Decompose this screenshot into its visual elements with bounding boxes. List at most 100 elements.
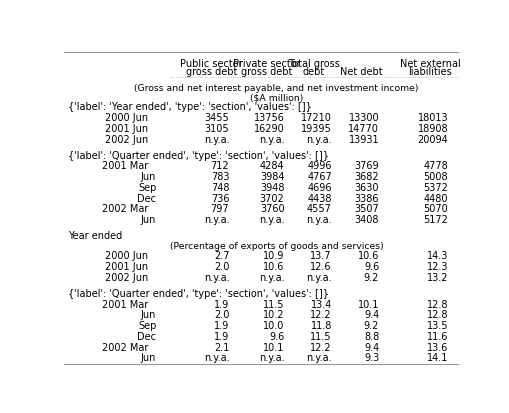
- Text: 712: 712: [211, 161, 229, 171]
- Text: 748: 748: [211, 183, 229, 192]
- Text: 3760: 3760: [260, 204, 285, 214]
- Text: 14.3: 14.3: [427, 251, 448, 261]
- Text: 14770: 14770: [348, 123, 379, 133]
- Text: 2002 Mar: 2002 Mar: [102, 204, 149, 214]
- Text: Public sector: Public sector: [180, 59, 243, 69]
- Text: 10.9: 10.9: [263, 251, 285, 261]
- Text: 10.2: 10.2: [263, 310, 285, 320]
- Text: 3630: 3630: [355, 183, 379, 192]
- Text: 16290: 16290: [254, 123, 285, 133]
- Text: 2001 Jun: 2001 Jun: [105, 123, 149, 133]
- Text: (Percentage of exports of goods and services): (Percentage of exports of goods and serv…: [170, 241, 383, 250]
- Text: 736: 736: [211, 193, 229, 203]
- Text: 4767: 4767: [307, 172, 332, 182]
- Text: 2001 Mar: 2001 Mar: [102, 161, 149, 171]
- Text: 11.6: 11.6: [427, 331, 448, 341]
- Text: gross debt: gross debt: [186, 67, 237, 77]
- Text: n.y.a.: n.y.a.: [306, 272, 332, 282]
- Text: 13.2: 13.2: [427, 272, 448, 282]
- Text: Net external: Net external: [400, 59, 461, 69]
- Text: 783: 783: [211, 172, 229, 182]
- Text: 13300: 13300: [349, 113, 379, 123]
- Text: 11.5: 11.5: [263, 299, 285, 309]
- Text: 4438: 4438: [307, 193, 332, 203]
- Text: 2002 Mar: 2002 Mar: [102, 342, 149, 352]
- Text: 9.4: 9.4: [364, 342, 379, 352]
- Text: 1.9: 1.9: [214, 331, 229, 341]
- Text: 2002 Jun: 2002 Jun: [105, 272, 149, 282]
- Text: 8.8: 8.8: [364, 331, 379, 341]
- Text: 10.1: 10.1: [263, 342, 285, 352]
- Text: n.y.a.: n.y.a.: [259, 134, 285, 144]
- Text: 13.6: 13.6: [427, 342, 448, 352]
- Text: Sep: Sep: [138, 320, 156, 330]
- Text: Jun: Jun: [141, 310, 156, 320]
- Text: 3507: 3507: [354, 204, 379, 214]
- Text: n.y.a.: n.y.a.: [306, 134, 332, 144]
- Text: 3984: 3984: [260, 172, 285, 182]
- Text: (Gross and net interest payable, and net investment income): (Gross and net interest payable, and net…: [134, 84, 419, 93]
- Text: n.y.a.: n.y.a.: [204, 352, 229, 363]
- Text: 2001 Mar: 2001 Mar: [102, 299, 149, 309]
- Text: 2000 Jun: 2000 Jun: [105, 251, 149, 261]
- Text: n.y.a.: n.y.a.: [306, 352, 332, 363]
- Text: 9.6: 9.6: [269, 331, 285, 341]
- Text: Year ended: Year ended: [68, 231, 122, 241]
- Text: 3769: 3769: [355, 161, 379, 171]
- Text: 5372: 5372: [423, 183, 448, 192]
- Text: 14.1: 14.1: [427, 352, 448, 363]
- Text: {'label': 'Quarter ended', 'type': 'section', 'values': []}: {'label': 'Quarter ended', 'type': 'sect…: [68, 150, 329, 160]
- Text: 13.5: 13.5: [427, 320, 448, 330]
- Text: Jun: Jun: [141, 352, 156, 363]
- Text: 18908: 18908: [417, 123, 448, 133]
- Text: 10.1: 10.1: [358, 299, 379, 309]
- Text: n.y.a.: n.y.a.: [204, 215, 229, 225]
- Text: 3682: 3682: [355, 172, 379, 182]
- Text: 13756: 13756: [253, 113, 285, 123]
- Text: 13931: 13931: [349, 134, 379, 144]
- Text: 10.6: 10.6: [263, 261, 285, 271]
- Text: 5172: 5172: [423, 215, 448, 225]
- Text: 2.0: 2.0: [214, 261, 229, 271]
- Text: 18013: 18013: [417, 113, 448, 123]
- Text: 10.0: 10.0: [263, 320, 285, 330]
- Text: debt: debt: [303, 67, 325, 77]
- Text: 3105: 3105: [205, 123, 229, 133]
- Text: gross debt: gross debt: [241, 67, 293, 77]
- Text: 2001 Jun: 2001 Jun: [105, 261, 149, 271]
- Text: Total gross: Total gross: [288, 59, 340, 69]
- Text: 2000 Jun: 2000 Jun: [105, 113, 149, 123]
- Text: 12.2: 12.2: [310, 310, 332, 320]
- Text: 1.9: 1.9: [214, 320, 229, 330]
- Text: 2.7: 2.7: [214, 251, 229, 261]
- Text: 9.6: 9.6: [364, 261, 379, 271]
- Text: 5008: 5008: [423, 172, 448, 182]
- Text: 2.0: 2.0: [214, 310, 229, 320]
- Text: 10.6: 10.6: [358, 251, 379, 261]
- Text: 19395: 19395: [301, 123, 332, 133]
- Text: n.y.a.: n.y.a.: [204, 134, 229, 144]
- Text: Jun: Jun: [141, 172, 156, 182]
- Text: 11.5: 11.5: [310, 331, 332, 341]
- Text: 20094: 20094: [417, 134, 448, 144]
- Text: 3948: 3948: [260, 183, 285, 192]
- Text: 13.7: 13.7: [310, 251, 332, 261]
- Text: 12.3: 12.3: [427, 261, 448, 271]
- Text: 3455: 3455: [205, 113, 229, 123]
- Text: 3408: 3408: [355, 215, 379, 225]
- Text: 4996: 4996: [307, 161, 332, 171]
- Text: 2002 Jun: 2002 Jun: [105, 134, 149, 144]
- Text: 1.9: 1.9: [214, 299, 229, 309]
- Text: 9.4: 9.4: [364, 310, 379, 320]
- Text: 5070: 5070: [423, 204, 448, 214]
- Text: 4284: 4284: [260, 161, 285, 171]
- Text: Dec: Dec: [137, 331, 156, 341]
- Text: 17210: 17210: [301, 113, 332, 123]
- Text: 3386: 3386: [355, 193, 379, 203]
- Text: 12.8: 12.8: [427, 299, 448, 309]
- Text: 13.4: 13.4: [310, 299, 332, 309]
- Text: n.y.a.: n.y.a.: [306, 215, 332, 225]
- Text: ($A million): ($A million): [250, 93, 303, 102]
- Text: 9.2: 9.2: [364, 272, 379, 282]
- Text: Dec: Dec: [137, 193, 156, 203]
